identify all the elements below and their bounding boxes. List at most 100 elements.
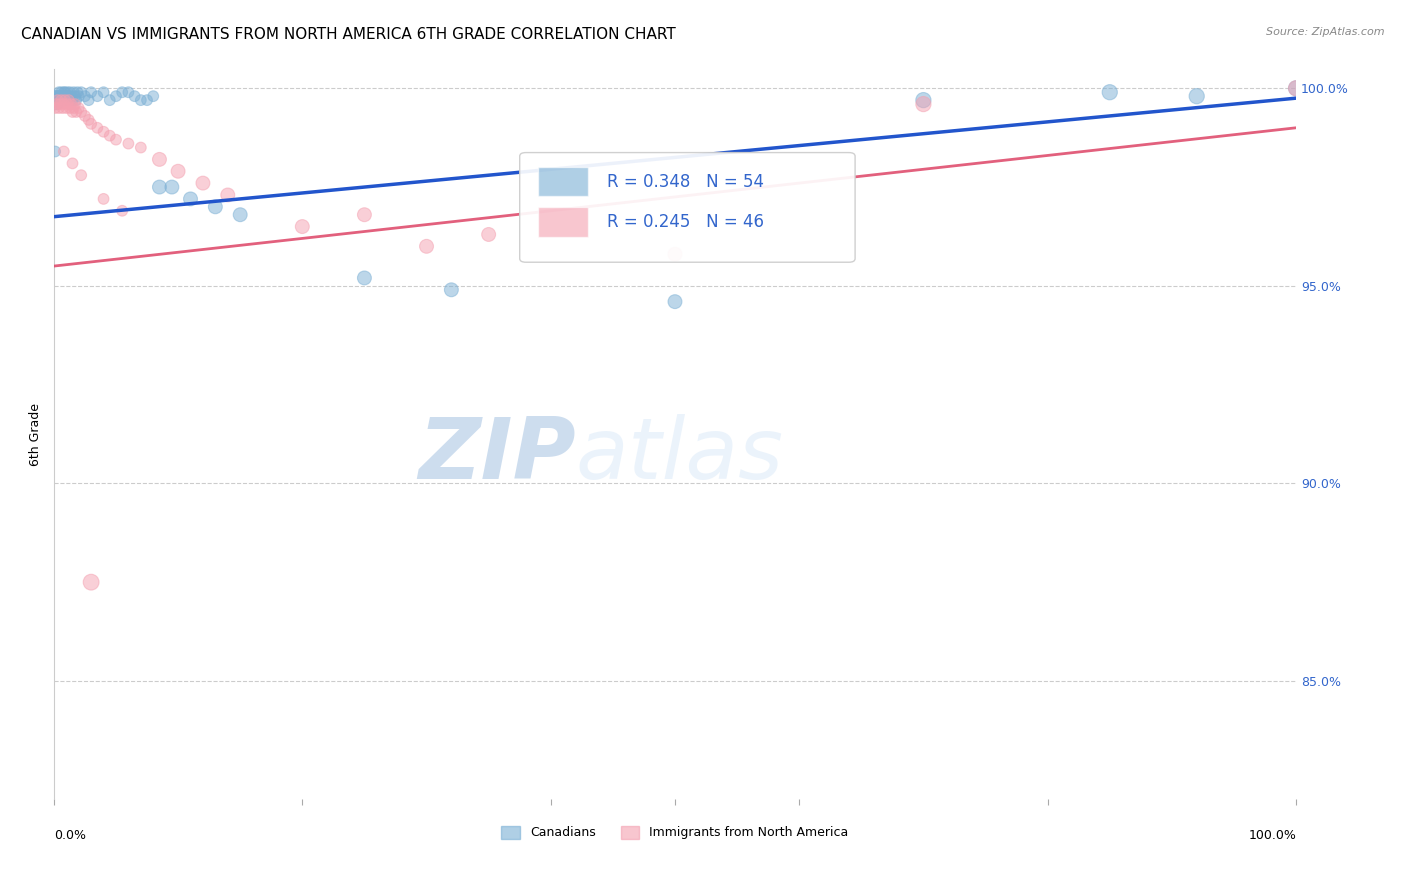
Point xyxy=(46,93,69,107)
Point xyxy=(77,93,100,107)
Point xyxy=(80,85,103,99)
Point xyxy=(56,97,79,112)
Point xyxy=(62,101,84,115)
Point xyxy=(56,85,79,99)
Point xyxy=(77,112,100,127)
Text: 100.0%: 100.0% xyxy=(1249,829,1296,842)
Point xyxy=(45,89,67,103)
Point xyxy=(80,575,103,590)
Point xyxy=(55,101,77,115)
Text: atlas: atlas xyxy=(575,415,783,498)
Point xyxy=(80,117,103,131)
Point xyxy=(53,85,76,99)
Text: R = 0.348   N = 54: R = 0.348 N = 54 xyxy=(606,173,763,191)
Point xyxy=(98,128,121,143)
Point xyxy=(160,180,183,194)
Point xyxy=(65,93,87,107)
Point xyxy=(204,200,226,214)
Point xyxy=(70,168,93,182)
Point xyxy=(52,85,75,99)
Point xyxy=(129,140,152,154)
Point xyxy=(1185,89,1208,103)
Point xyxy=(148,153,170,167)
Point xyxy=(45,97,67,112)
Bar xyxy=(538,167,588,196)
Point xyxy=(70,85,93,99)
Bar xyxy=(538,208,588,236)
Point xyxy=(167,164,190,178)
Point xyxy=(46,93,69,107)
Point xyxy=(60,89,83,103)
Point xyxy=(73,89,96,103)
Point xyxy=(93,125,115,139)
Point xyxy=(44,145,66,159)
Point xyxy=(229,208,252,222)
Legend: Canadians, Immigrants from North America: Canadians, Immigrants from North America xyxy=(496,821,853,845)
Point xyxy=(62,105,84,120)
Point xyxy=(353,208,375,222)
Point xyxy=(58,89,80,103)
Point xyxy=(478,227,501,242)
Point xyxy=(117,85,139,99)
Point xyxy=(440,283,463,297)
Point xyxy=(104,89,127,103)
Point xyxy=(912,97,935,112)
Point xyxy=(291,219,314,234)
Point xyxy=(44,93,66,107)
Point xyxy=(1285,81,1308,95)
Point xyxy=(53,93,76,107)
Point xyxy=(67,89,90,103)
Point xyxy=(52,93,75,107)
Point xyxy=(51,93,73,107)
Point xyxy=(179,192,201,206)
Point xyxy=(136,93,159,107)
Point xyxy=(1098,85,1121,99)
Point xyxy=(129,93,152,107)
Point xyxy=(353,271,375,285)
Point xyxy=(104,133,127,147)
Point xyxy=(48,85,70,99)
Point xyxy=(62,85,84,99)
Point xyxy=(415,239,437,253)
Point xyxy=(51,101,73,115)
Point xyxy=(51,89,73,103)
Point xyxy=(52,145,75,159)
Point xyxy=(62,156,84,170)
Point xyxy=(93,192,115,206)
Point xyxy=(63,89,86,103)
Point xyxy=(86,120,108,135)
Point xyxy=(86,89,108,103)
Point xyxy=(62,93,84,107)
Text: R = 0.245   N = 46: R = 0.245 N = 46 xyxy=(606,213,763,231)
Point xyxy=(111,203,134,218)
Point xyxy=(66,85,89,99)
Point xyxy=(65,105,87,120)
Point xyxy=(1285,81,1308,95)
Point xyxy=(912,93,935,107)
Y-axis label: 6th Grade: 6th Grade xyxy=(30,402,42,466)
Point xyxy=(73,109,96,123)
Point xyxy=(53,89,76,103)
Point xyxy=(111,85,134,99)
Point xyxy=(51,85,73,99)
Point xyxy=(70,105,93,120)
Point xyxy=(664,294,686,309)
Point xyxy=(58,93,80,107)
Point xyxy=(51,93,73,107)
Point xyxy=(124,89,146,103)
FancyBboxPatch shape xyxy=(520,153,855,262)
Point xyxy=(59,85,82,99)
Point xyxy=(191,176,214,190)
Point xyxy=(217,188,239,202)
Point xyxy=(49,97,72,112)
Point xyxy=(117,136,139,151)
Point xyxy=(55,93,77,107)
Point xyxy=(63,97,86,112)
Text: CANADIAN VS IMMIGRANTS FROM NORTH AMERICA 6TH GRADE CORRELATION CHART: CANADIAN VS IMMIGRANTS FROM NORTH AMERIC… xyxy=(21,27,676,42)
Point xyxy=(55,89,77,103)
Point xyxy=(49,93,72,107)
Point xyxy=(148,180,170,194)
Text: 0.0%: 0.0% xyxy=(53,829,86,842)
Point xyxy=(44,101,66,115)
Point xyxy=(142,89,165,103)
